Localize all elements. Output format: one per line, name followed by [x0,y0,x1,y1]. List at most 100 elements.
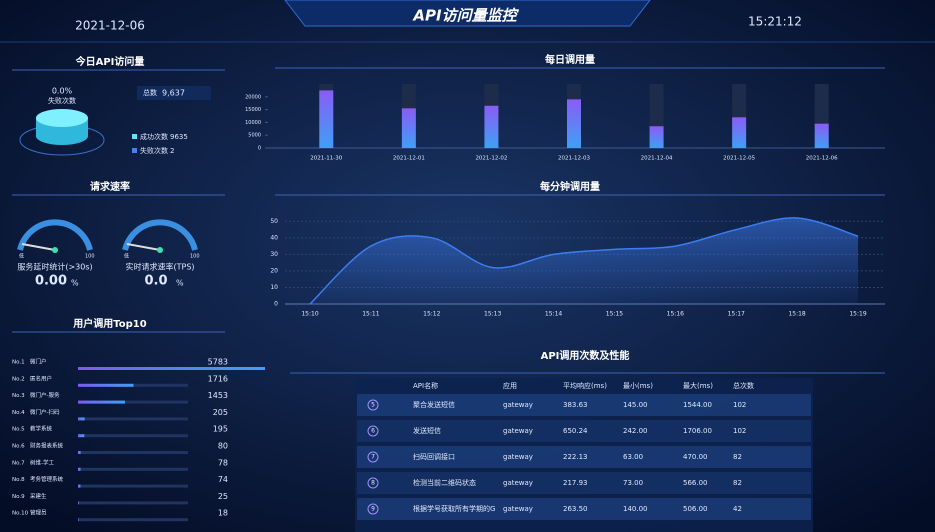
panel-decor [12,67,885,374]
bar [732,117,747,148]
y-tick-label: 5000 [248,133,261,139]
bar [78,400,125,404]
bar-track [78,400,188,404]
table-cell: 217.93 [563,479,588,487]
bar-track [78,434,188,438]
row-index: 9 [371,506,375,513]
row-index: 7 [371,454,375,461]
table-cell: 1706.00 [683,427,712,435]
bar-track [78,518,188,522]
bar [78,501,79,505]
x-tick-label: 15:16 [667,311,684,318]
user-name: 管理员 [30,509,47,517]
legend-label: 成功次数 [140,132,168,141]
bar [567,99,581,148]
user-name: 财务报表系统 [30,442,64,450]
bar [401,108,416,148]
bar [78,383,134,387]
table-cell: 566.00 [683,479,708,487]
user-name: 教学系统 [30,425,53,433]
table-cell: 63.00 [623,453,643,461]
table-cell: gateway [503,453,533,461]
table-cell: 73.00 [623,479,643,487]
bar [78,467,81,471]
table-cell: 聚合发送短信 [413,400,455,409]
gauge-min: 低 [19,253,24,260]
panel-title: 用户调用Top10 [72,317,146,330]
table-cell: 222.13 [563,453,588,461]
gauge-name: 实时请求速率(TPS) [125,262,194,272]
x-tick-label: 2021-12-06 [806,156,838,162]
user-name: 采建生 [30,492,47,500]
user-name: 匿名用户 [30,374,52,382]
user-name: 微门户-服务 [30,391,60,399]
x-tick-label: 2021-12-01 [393,156,425,162]
gauge-unit: % [176,279,184,288]
panel-title: 今日API访问量 [75,55,145,68]
table-cell: 82 [733,479,742,487]
table-cell: gateway [503,505,533,513]
column-header: 应用 [503,381,517,390]
rate-label: 失败次数 [48,96,76,105]
value-label: 1453 [208,391,228,400]
bar [78,451,81,454]
table-cell: 506.00 [683,505,708,513]
bar-track [78,467,188,471]
x-tick-label: 15:13 [484,311,501,318]
total-label: 总数 [143,88,157,97]
gauge-max: 100 [190,254,200,260]
x-tick-label: 15:12 [423,311,440,318]
rank: No.7 [12,460,25,466]
gauge-name: 服务延时统计(>30s) [17,262,92,272]
rate: 0.0% [52,87,73,96]
user-name: 微门户 [30,358,47,366]
row-index: 5 [371,402,375,409]
bar [319,90,334,148]
table-row [357,472,811,494]
table-cell: gateway [503,401,533,409]
y-tick-label: 0 [274,301,278,308]
rank: No.6 [12,444,25,450]
table-cell: 650.24 [563,427,588,435]
bar [78,484,81,488]
value-label: 5783 [208,358,228,367]
y-tick-label: 50 [270,218,278,225]
row-index-badge [367,425,379,437]
area [310,217,858,304]
table-cell: 470.00 [683,453,708,461]
page-title: API访问量监控 [412,7,519,25]
table-cell: gateway [503,427,533,435]
column-header: 总次数 [733,381,754,390]
table-cell: 1544.00 [683,401,712,409]
table-row [357,420,811,442]
legend-value: 2 [170,147,174,155]
value-label: 18 [218,509,228,518]
bar [78,367,265,370]
table-cell: 102 [733,401,746,409]
title-frame [284,0,651,27]
column-header: 平均响应(ms) [563,381,607,390]
row-index-badge [367,477,379,489]
rank: No.10 [12,511,29,517]
table-cell: gateway [503,479,533,487]
table-cell: 扫码回调接口 [413,452,455,461]
line [309,217,859,305]
table-row [357,394,811,416]
table-cell: 发送短信 [413,426,441,435]
rank: No.1 [12,360,25,366]
table-cell: 145.00 [623,401,648,409]
x-tick-label: 2021-12-05 [723,156,755,162]
user-name: 树维-学工 [30,458,54,466]
value-label: 78 [218,458,228,467]
table-cell: 检测当前二维码状态 [413,478,476,487]
table-cell: 242.00 [623,427,648,435]
y-tick-label: 10000 [245,120,261,126]
table-cell: 102 [733,427,746,435]
time: 15:21:12 [748,15,802,29]
value-label: 25 [218,492,228,501]
gauge-max: 100 [85,254,95,260]
gauges [17,219,198,253]
x-tick-label: 15:17 [728,311,745,318]
bar [484,105,499,148]
